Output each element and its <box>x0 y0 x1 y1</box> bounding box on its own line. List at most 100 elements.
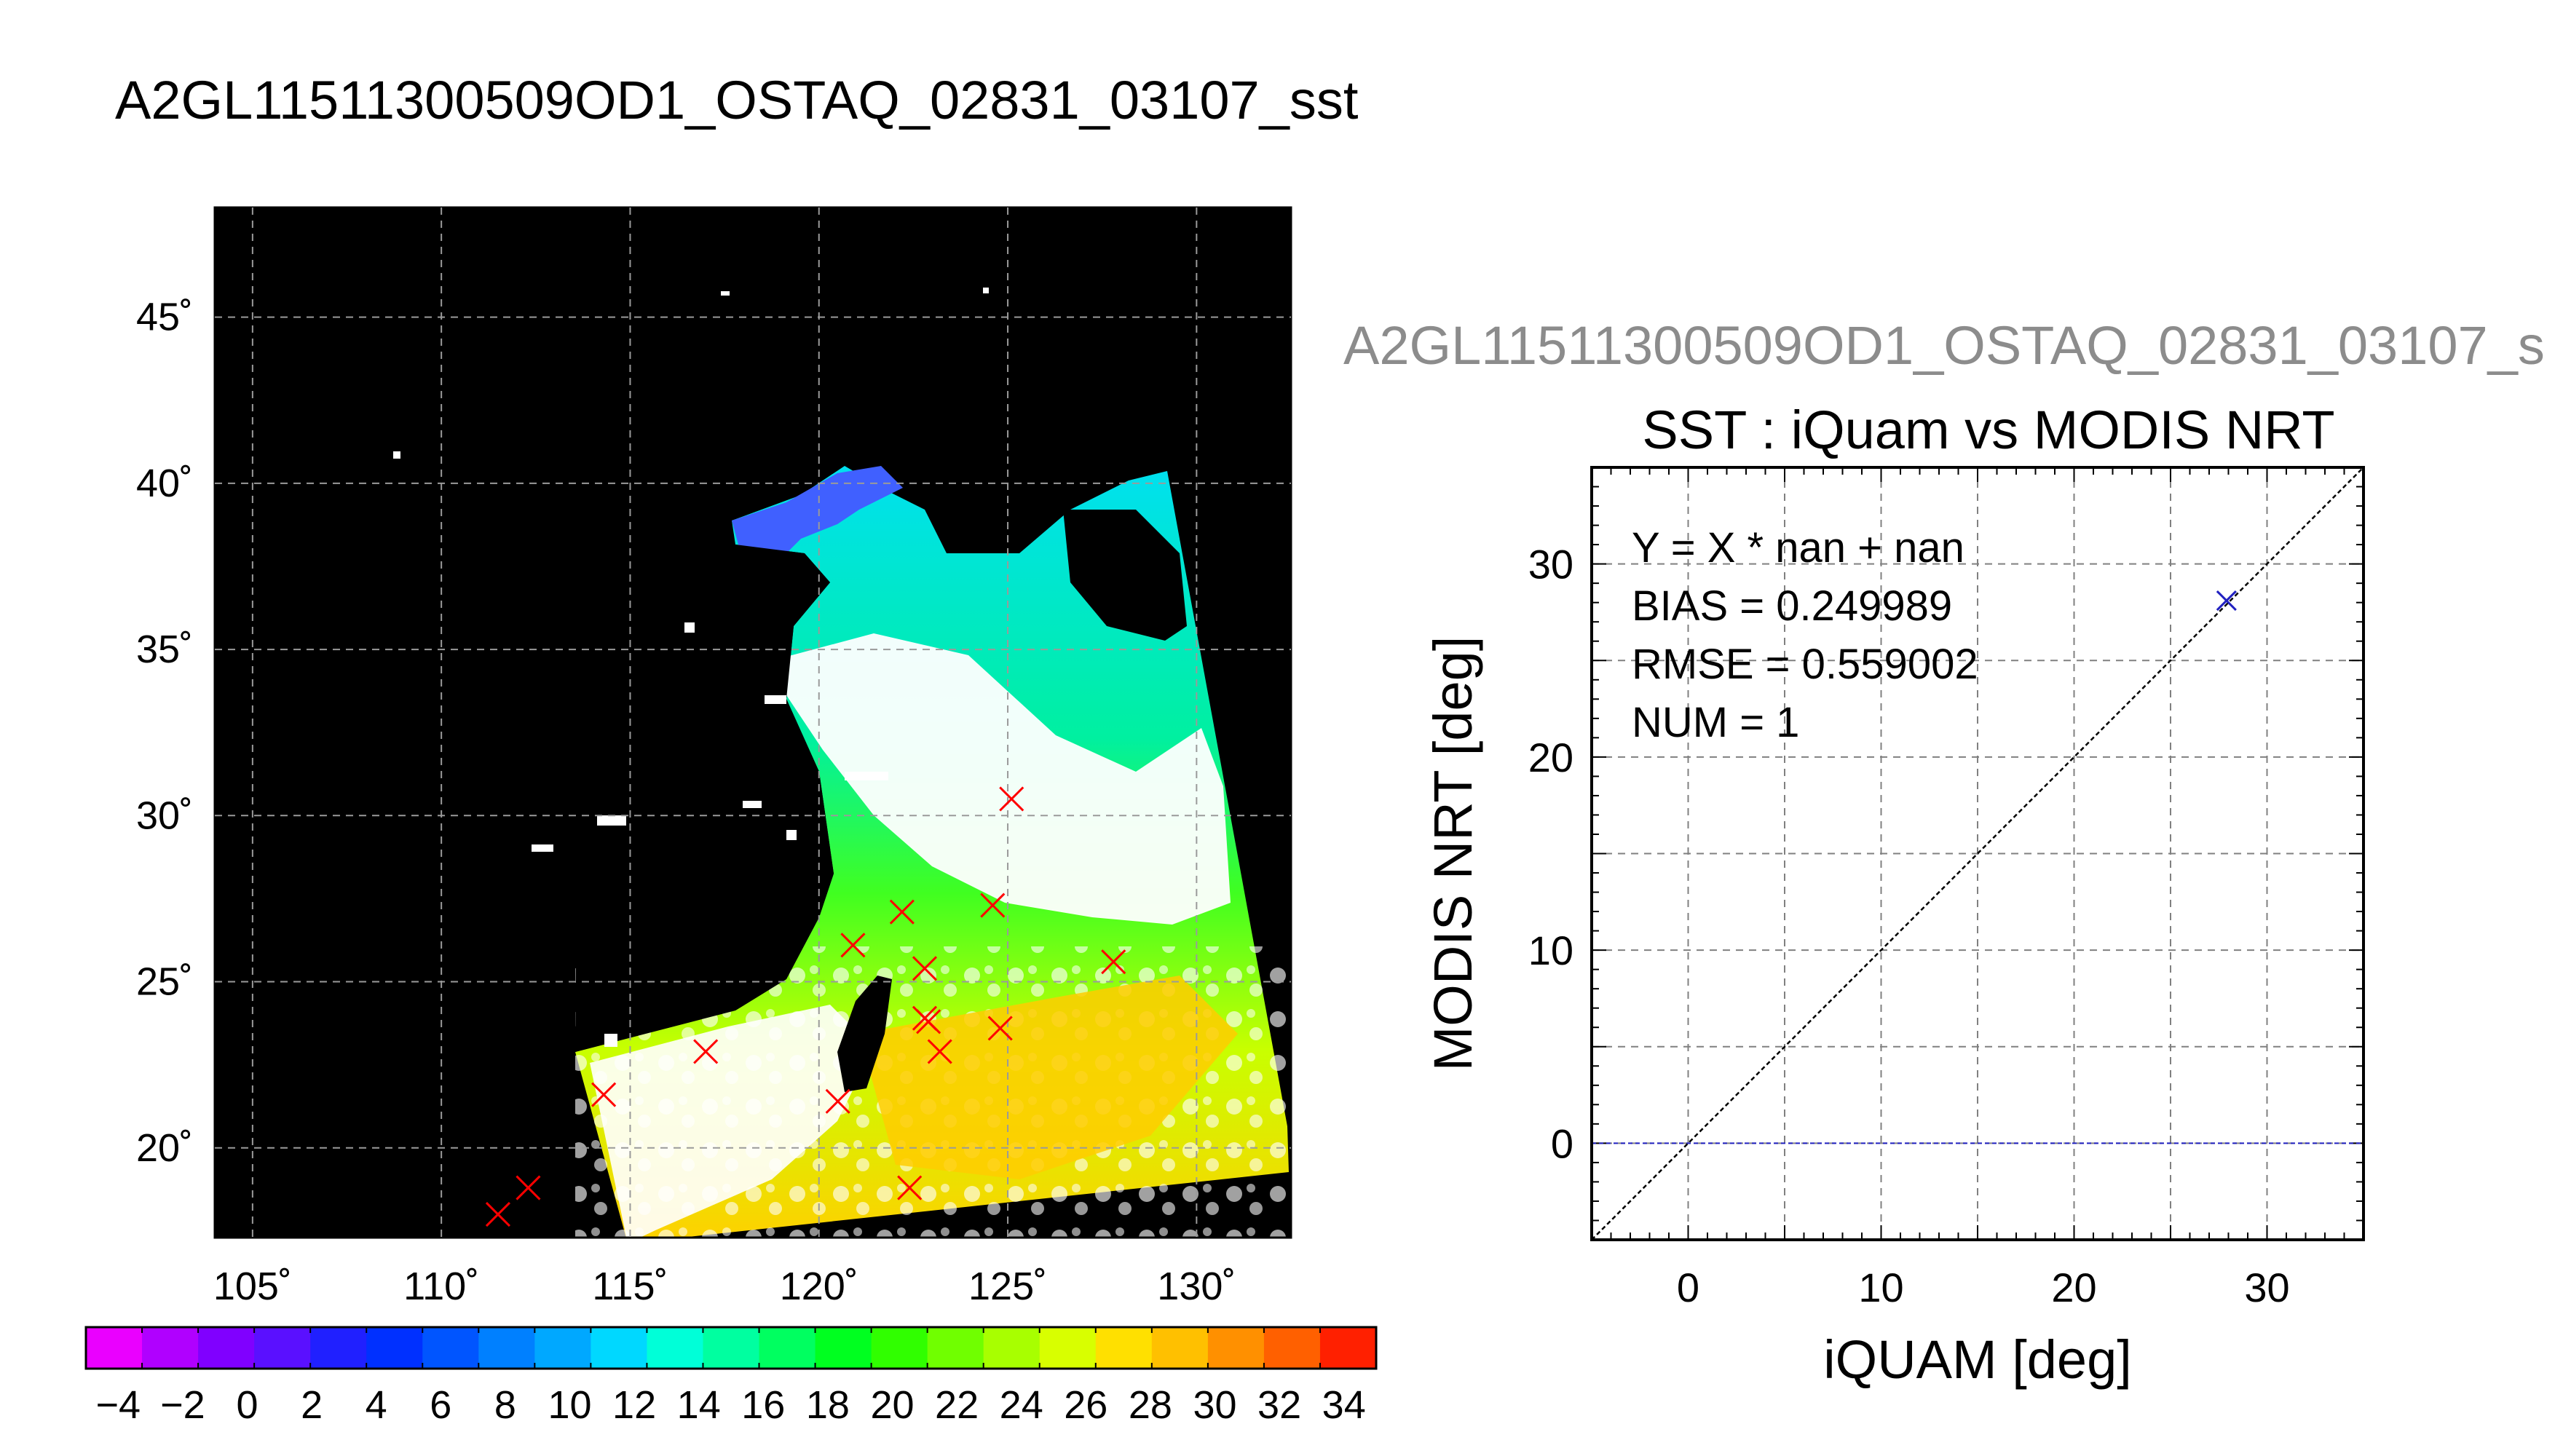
colorbar-swatch <box>703 1327 760 1369</box>
colorbar-tick-label: 16 <box>741 1383 785 1427</box>
buoy-marker <box>825 1088 850 1114</box>
scatter-panel: 0 10 20 30 0 10 20 30 iQUAM [deg] MODIS NRT [deg]… <box>1423 466 2365 1390</box>
buoy-marker <box>693 1039 719 1064</box>
stats-line: BIAS = 0.249989 <box>1632 582 1952 630</box>
y-axis-label: MODIS NRT [deg] <box>1423 636 1483 1072</box>
scatter-file-title: A2GL11511300509OD1_OSTAQ_02831_03107_s <box>1343 315 2545 376</box>
colorbar-swatch <box>871 1327 928 1369</box>
lon-tick-label: 130˚ <box>1157 1265 1236 1308</box>
x-tick-label: 20 <box>2051 1265 2096 1310</box>
colorbar-tick-label: 20 <box>870 1383 914 1427</box>
map-gridlines <box>215 207 1291 1238</box>
mainland-china <box>575 539 834 1052</box>
x-tick-label: 0 <box>1677 1265 1699 1310</box>
scatter-point <box>2216 590 2237 612</box>
lat-tick-label: 35˚ <box>136 628 193 671</box>
colorbar-swatch <box>1319 1327 1377 1369</box>
colorbar-swatch <box>366 1327 423 1369</box>
lat-tick-label: 20˚ <box>136 1126 193 1170</box>
lon-tick-label: 110˚ <box>403 1265 479 1308</box>
colorbar-swatch <box>1151 1327 1209 1369</box>
buoy-marker <box>516 1175 541 1200</box>
sst-map-panel: 105˚ 110˚ 115˚ 120˚ 125˚ 130˚ 45˚ 40˚ 35˚ 30˚ 25˚ 2… <box>84 206 1378 1427</box>
buoy-marker <box>591 1082 617 1107</box>
x-tick-label: 10 <box>1858 1265 1903 1310</box>
y-tick-label: 20 <box>1528 735 1573 780</box>
colorbar-swatch <box>422 1327 479 1369</box>
lat-tick-label: 30˚ <box>136 794 193 837</box>
warm-sst-region <box>859 976 1238 1179</box>
buoy-marker <box>916 1009 941 1034</box>
lat-tick-label: 25˚ <box>136 960 193 1004</box>
colorbar-swatch <box>1095 1327 1153 1369</box>
buoy-marker <box>980 893 1006 918</box>
colorbar-swatch <box>1039 1327 1097 1369</box>
colorbar-tick-label: 0 <box>236 1383 258 1427</box>
colorbar-tick-label: 32 <box>1257 1383 1301 1427</box>
colorbar-swatch <box>142 1327 199 1369</box>
buoy-marker <box>1101 949 1126 975</box>
buoy-marker <box>987 1016 1013 1041</box>
taiwan-island <box>837 976 892 1092</box>
colorbar-tick-label: 8 <box>494 1383 516 1427</box>
stats-line: RMSE = 0.559002 <box>1632 641 1978 688</box>
colorbar-tick-label: 28 <box>1129 1383 1172 1427</box>
colorbar-tick-label: −4 <box>96 1383 141 1427</box>
colorbar-tick-label: 24 <box>1000 1383 1043 1427</box>
lon-tick-label: 115˚ <box>592 1265 668 1308</box>
colorbar-swatch <box>1207 1327 1265 1369</box>
colorbar-tick-label: −2 <box>160 1383 205 1427</box>
lon-tick-label: 120˚ <box>780 1265 858 1308</box>
colorbar-swatch <box>1263 1327 1321 1369</box>
buoy-marker <box>485 1201 511 1227</box>
lon-tick-label: 125˚ <box>968 1265 1047 1308</box>
colorbar-tick-label: 26 <box>1064 1383 1107 1427</box>
map-file-title: A2GL11511300509OD1_OSTAQ_02831_03107_sst <box>115 70 1359 130</box>
bohai-sea <box>732 466 903 568</box>
scatter-frame <box>1590 466 2365 1241</box>
colorbar-tick-label: 22 <box>935 1383 979 1427</box>
buoy-marker <box>999 786 1024 812</box>
buoy-marker <box>840 933 866 958</box>
colorbar-tick-label: 12 <box>612 1383 656 1427</box>
cloud-mask <box>765 633 1231 925</box>
colorbar-tick-label: 30 <box>1193 1383 1236 1427</box>
stats-line: NUM = 1 <box>1632 699 1799 746</box>
lat-tick-label: 45˚ <box>136 296 193 339</box>
buoy-marker <box>897 1175 923 1200</box>
colorbar-swatch <box>534 1327 591 1369</box>
colorbar-swatch <box>310 1327 367 1369</box>
colorbar-tick-label: 18 <box>806 1383 850 1427</box>
colorbar-tick-label: 4 <box>366 1383 387 1427</box>
lat-tick-label: 40˚ <box>136 462 193 505</box>
map-speckles <box>393 288 989 1047</box>
sst-colorbar <box>84 1326 1378 1370</box>
lon-tick-label: 105˚ <box>213 1265 292 1308</box>
buoy-marker <box>912 956 938 981</box>
x-axis-label: iQUAM [deg] <box>1823 1329 2132 1390</box>
y-tick-label: 30 <box>1528 542 1573 587</box>
colorbar-swatch <box>983 1327 1040 1369</box>
colorbar-frame <box>84 1326 1378 1370</box>
y-tick-label: 10 <box>1528 927 1573 973</box>
colorbar-tick-label: 10 <box>548 1383 591 1427</box>
map-tick-labels: 105˚ 110˚ 115˚ 120˚ 125˚ 130˚ 45˚ 40˚ 35˚ 30˚ 25˚ 2… <box>136 296 1236 1308</box>
scatter-chart-title: SST : iQuam vs MODIS NRT <box>1642 400 2335 460</box>
colorbar-swatch <box>478 1327 535 1369</box>
buoy-marker <box>927 1039 952 1064</box>
korea-peninsula <box>1063 510 1187 641</box>
buoy-markers <box>485 786 1126 1227</box>
colorbar-swatch <box>927 1327 984 1369</box>
colorbar-swatch <box>647 1327 703 1369</box>
stats-line: Y = X * nan + nan <box>1632 524 1964 571</box>
colorbar-tick-label: 6 <box>430 1383 451 1427</box>
map-frame <box>213 206 1292 1239</box>
x-tick-label: 30 <box>2244 1265 2289 1310</box>
colorbar-tick-label: 14 <box>677 1383 721 1427</box>
buoy-marker <box>889 899 915 925</box>
colorbar-swatch <box>198 1327 255 1369</box>
colorbar-tick-labels: −4 −2 0 2 4 6 8 10 12 14 16 18 20 22 24 26 28 30 32 34 <box>96 1383 1366 1427</box>
colorbar-swatch <box>86 1327 143 1369</box>
colorbar-tick-label: 2 <box>301 1383 323 1427</box>
colorbar-tick-label: 34 <box>1322 1383 1366 1427</box>
